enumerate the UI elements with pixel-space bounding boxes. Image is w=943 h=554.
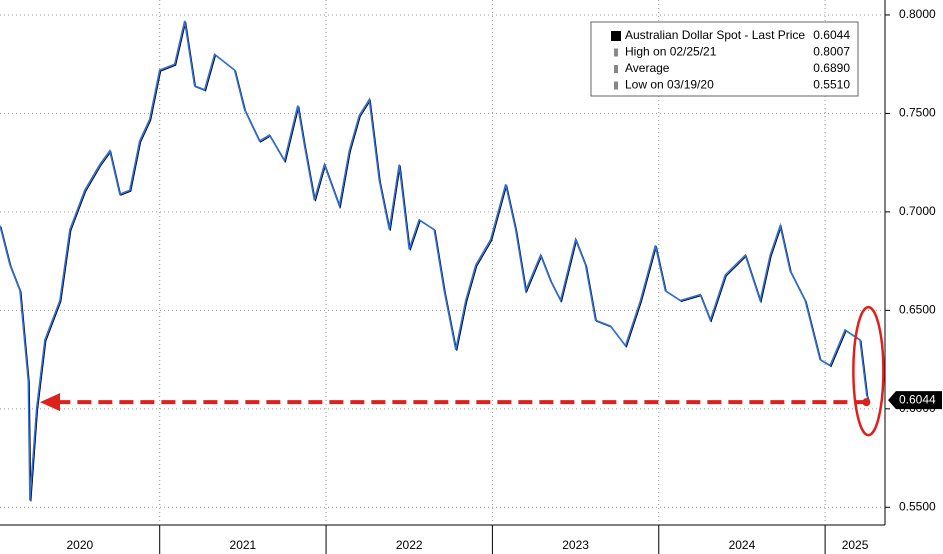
x-tick-label: 2024 (729, 538, 756, 552)
legend-label: Low on 03/19/20 (625, 78, 714, 92)
legend-value: 0.5510 (813, 78, 850, 92)
legend-marker (611, 31, 621, 41)
x-tick-label: 2022 (396, 538, 423, 552)
legend-label: Average (625, 61, 670, 75)
x-tick-label: 2025 (842, 538, 869, 552)
price-line (0, 20, 870, 501)
x-tick-label: 2023 (562, 538, 589, 552)
legend-label: Australian Dollar Spot - Last Price (625, 28, 805, 42)
x-tick-label: 2020 (66, 538, 93, 552)
legend-value: 0.8007 (813, 45, 850, 59)
legend-value: 0.6044 (813, 28, 850, 42)
legend-value: 0.6890 (813, 61, 850, 75)
last-price-box (888, 391, 942, 410)
price-line-shadow (0, 21, 870, 502)
y-tick-label: 0.7500 (899, 106, 936, 120)
legend-box (590, 21, 859, 97)
legend-marker (614, 65, 618, 73)
last-price-label: 0.6044 (899, 392, 936, 406)
legend: Australian Dollar Spot - Last Price 0.604… (590, 21, 859, 97)
legend-label: High on 02/25/21 (625, 45, 717, 59)
annotation-circle (852, 305, 885, 437)
last-price-tag: 0.6044 (888, 391, 942, 410)
y-tick-label: 0.5500 (899, 499, 936, 513)
y-tick-label: 0.7000 (899, 204, 936, 218)
x-tick-label: 2021 (230, 538, 257, 552)
y-tick-label: 0.6500 (899, 303, 936, 317)
y-tick-label: 0.8000 (899, 7, 936, 21)
annotation-arrowhead (40, 393, 60, 412)
annotation-dot (862, 398, 871, 407)
legend-marker (614, 48, 618, 57)
legend-marker (614, 81, 618, 90)
